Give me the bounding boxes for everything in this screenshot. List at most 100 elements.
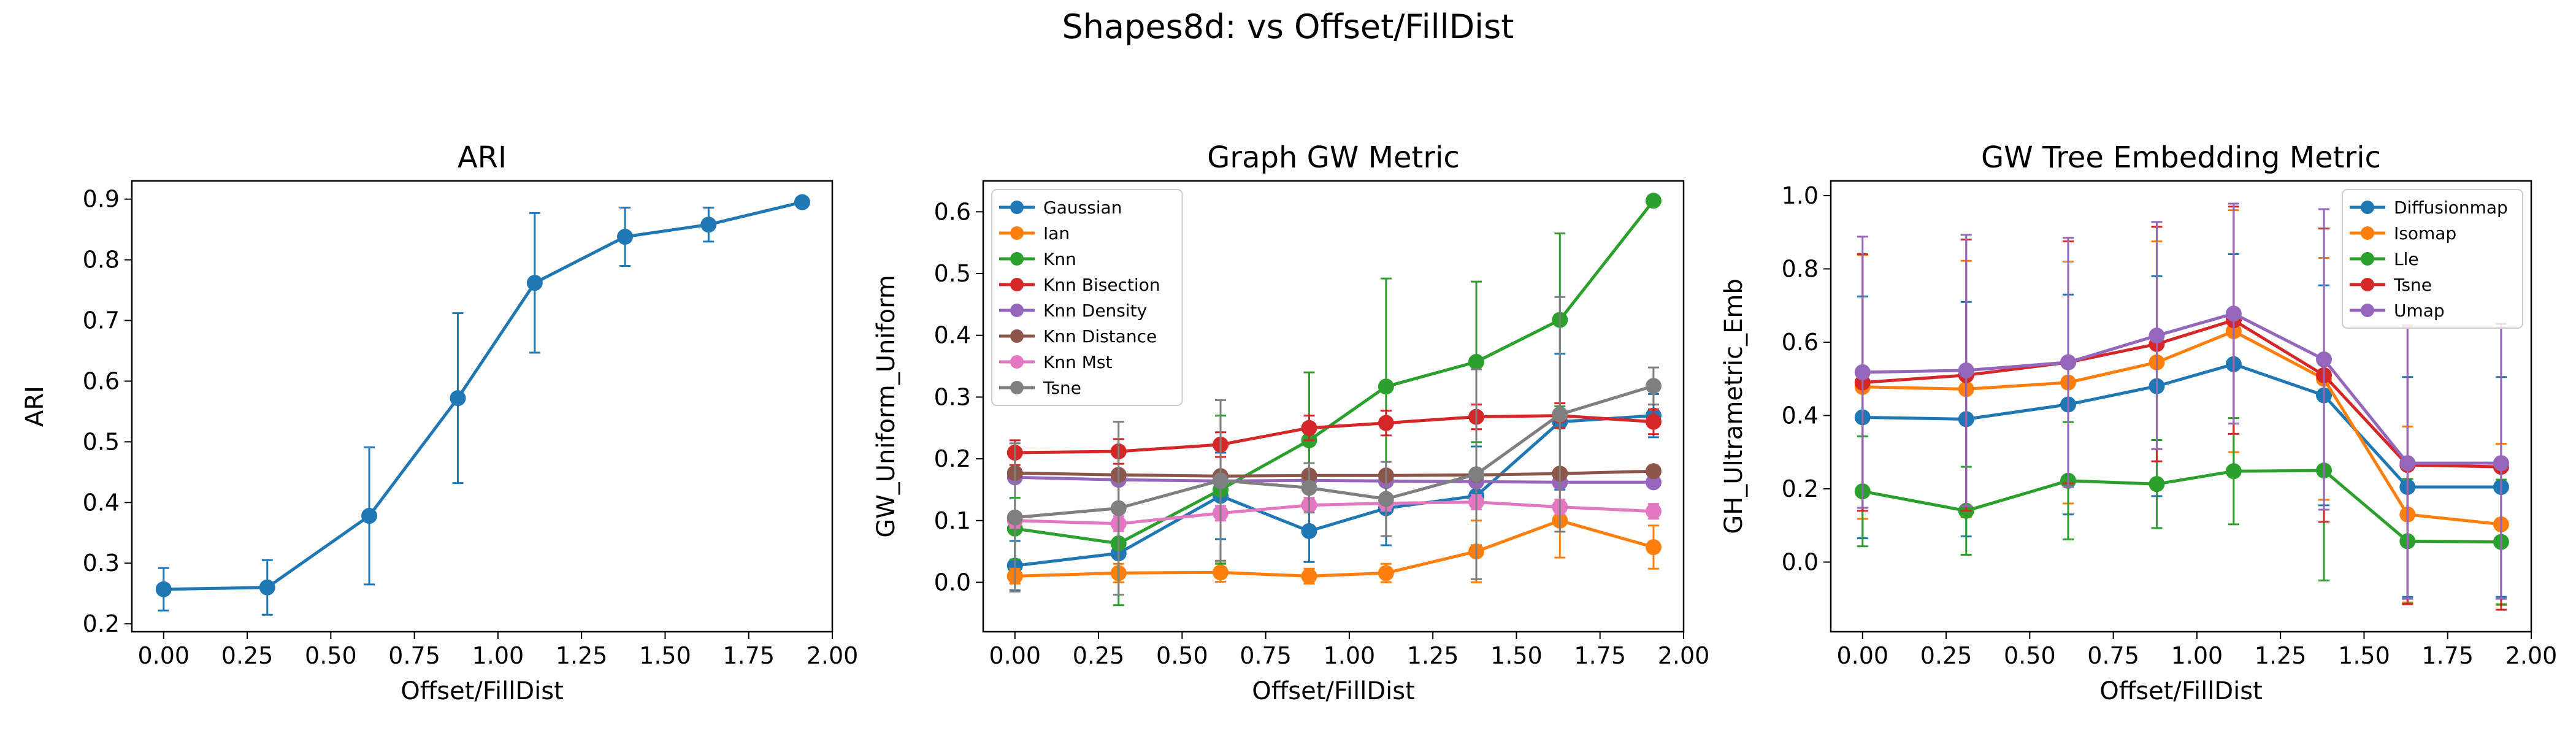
- y-tick-label: 0.4: [1782, 402, 1819, 429]
- y-tick-label: 0.7: [83, 307, 120, 334]
- legend-entry: Knn Bisection: [1043, 275, 1160, 295]
- y-tick-label: 0.4: [83, 489, 120, 516]
- y-tick-label: 0.4: [934, 322, 971, 349]
- data-point: [1378, 565, 1394, 581]
- x-tick-label: 0.00: [1836, 642, 1888, 669]
- data-point: [2399, 455, 2416, 472]
- series-series: [155, 194, 810, 616]
- data-point: [526, 275, 543, 291]
- data-point: [1552, 406, 1568, 423]
- data-point: [450, 390, 466, 407]
- y-tick-label: 0.3: [83, 550, 120, 577]
- y-tick-label: 0.2: [934, 445, 971, 472]
- data-point: [259, 579, 275, 596]
- data-point: [1301, 568, 1317, 585]
- legend-swatch-marker: [2361, 252, 2374, 266]
- legend-entry: Ian: [1043, 223, 1070, 243]
- data-point: [1645, 413, 1662, 430]
- legend-entry: Umap: [2394, 301, 2445, 321]
- y-tick-label: 0.6: [1782, 329, 1819, 356]
- x-tick-label: 0.75: [2087, 642, 2139, 669]
- axes-frame: [131, 180, 834, 633]
- data-point: [2149, 328, 2165, 344]
- y-axis-label: GH_Ultrametric_Emb: [1720, 278, 1748, 534]
- x-tick-label: 0.25: [221, 642, 274, 669]
- data-point: [1213, 472, 1229, 489]
- y-tick-label: 0.8: [83, 247, 120, 274]
- data-point: [155, 581, 172, 597]
- x-tick-label: 1.50: [2338, 642, 2390, 669]
- data-point: [1468, 354, 1485, 370]
- y-axis-label: GW_Uniform_Uniform: [872, 275, 900, 538]
- y-tick-label: 0.0: [934, 569, 971, 596]
- x-tick-label: 1.00: [2171, 642, 2223, 669]
- axes-frame: [982, 180, 1685, 633]
- x-axis-label: Offset/FillDist: [2099, 677, 2263, 705]
- y-axis-label: ARI: [21, 386, 49, 427]
- data-point: [2493, 455, 2509, 472]
- ari-panel: ARI 0.00 0.25 0.50 0.75 1.00 1.25 1.50 1.75 2.00 0…: [21, 140, 858, 705]
- legend-swatch-marker: [2361, 278, 2374, 291]
- series-line: [1014, 384, 1654, 519]
- legend-swatch-marker: [2361, 201, 2374, 214]
- series-line: [1862, 362, 2501, 489]
- series-line: [1862, 318, 2501, 469]
- y-tick-label: 0.5: [83, 428, 120, 455]
- data-point: [794, 194, 810, 210]
- y-tick-label: 0.6: [934, 198, 971, 225]
- series-line: [1014, 414, 1654, 454]
- legend-swatch-marker: [1010, 278, 1024, 291]
- data-point: [1006, 509, 1023, 526]
- series-umap: [1854, 202, 2509, 600]
- legend-entry: Knn Distance: [1043, 326, 1157, 347]
- series-layer: [1854, 202, 2509, 611]
- series-layer: [1006, 193, 1662, 607]
- legend-swatch-marker: [1010, 252, 1024, 266]
- series-tsne: [1006, 296, 1662, 596]
- x-tick-label: 0.25: [1920, 642, 1972, 669]
- data-point: [2316, 351, 2333, 368]
- x-tick-label: 0.50: [1156, 642, 1208, 669]
- data-point: [1110, 500, 1127, 516]
- data-point: [1468, 466, 1485, 483]
- legend-swatch-marker: [1010, 381, 1024, 394]
- series-line: [163, 201, 803, 591]
- data-point: [617, 229, 634, 245]
- x-tick-label: 0.75: [388, 642, 440, 669]
- y-tick-label: 0.0: [1782, 548, 1819, 575]
- series-layer: [155, 194, 810, 616]
- x-tick-label: 1.75: [723, 642, 775, 669]
- x-tick-label: 0.00: [137, 642, 190, 669]
- panel-title: Graph GW Metric: [1207, 140, 1460, 175]
- x-tick-label: 1.25: [1407, 642, 1459, 669]
- figure-suptitle: Shapes8d: vs Offset/FillDist: [1062, 7, 1514, 46]
- data-point: [1645, 539, 1662, 556]
- data-point: [700, 217, 717, 233]
- legend-entry: Knn: [1043, 249, 1076, 269]
- x-tick-label: 1.50: [639, 642, 691, 669]
- legend-entry: Tsne: [1043, 378, 1081, 398]
- legend-entry: Knn Density: [1043, 301, 1147, 321]
- x-tick-label: 1.25: [556, 642, 608, 669]
- y-tick-label: 0.8: [1782, 255, 1819, 282]
- series-line: [1862, 329, 2502, 526]
- data-point: [361, 508, 378, 524]
- legend-swatch-marker: [1010, 355, 1024, 369]
- data-point: [1378, 491, 1394, 507]
- data-point: [1645, 503, 1662, 519]
- series-line: [1014, 469, 1654, 478]
- series-line: [1014, 500, 1654, 526]
- data-point: [1213, 564, 1229, 581]
- panel-title: ARI: [458, 140, 507, 175]
- series-ian: [1006, 482, 1662, 585]
- data-point: [1378, 415, 1394, 431]
- legend-swatch-marker: [1010, 226, 1024, 240]
- x-tick-label: 1.25: [2255, 642, 2307, 669]
- legend: Gaussian Ian Knn Knn Bisection Knn Density Kn…: [991, 189, 1183, 406]
- legend-entry: Gaussian: [1043, 197, 1122, 218]
- y-tick-label: 0.2: [1782, 475, 1819, 502]
- data-point: [1645, 474, 1662, 491]
- x-axis-label: Offset/FillDist: [1252, 677, 1415, 705]
- x-tick-label: 1.50: [1490, 642, 1543, 669]
- data-point: [1301, 420, 1317, 436]
